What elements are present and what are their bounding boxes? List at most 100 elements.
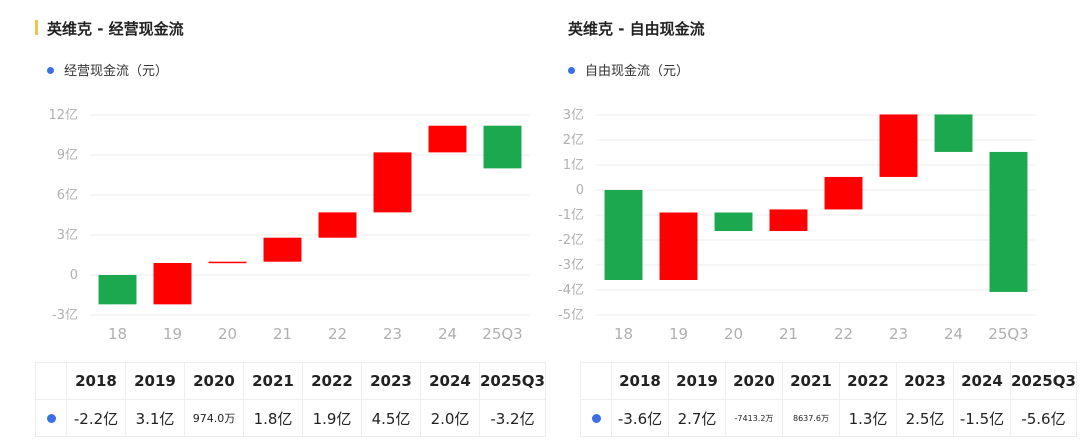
year-header: 2020 (725, 362, 783, 400)
chart-legend[interactable]: 自由现金流（元） (568, 60, 689, 79)
free-cashflow-table: 2018 2019 2020 2021 2022 2023 2024 2025Q… (580, 362, 1077, 437)
title-accent-bar (35, 20, 38, 35)
x-tick-label: 18 (614, 325, 633, 343)
table-header-row: 2018 2019 2020 2021 2022 2023 2024 2025Q… (580, 362, 1077, 400)
year-header: 2018 (66, 362, 126, 400)
waterfall-bar (153, 263, 192, 305)
waterfall-bar (373, 152, 412, 213)
operating-cashflow-panel: 英维克 - 经营现金流 经营现金流（元） -3亿 0 3亿 6亿 9亿 12亿 18 19 20… (35, 0, 555, 445)
y-tick-label: 3亿 (563, 108, 584, 123)
x-tick-label: 18 (108, 325, 127, 343)
y-tick-label: 9亿 (57, 148, 78, 163)
chart-legend[interactable]: 经营现金流（元） (47, 60, 168, 79)
value-cell: -3.6亿 (611, 399, 669, 437)
waterfall-bar (934, 114, 973, 152)
x-tick-label: 21 (779, 325, 798, 343)
x-tick-label: 20 (218, 325, 237, 343)
value-cell: 4.5亿 (361, 399, 421, 437)
year-header: 2020 (184, 362, 244, 400)
waterfall-bar (263, 237, 302, 262)
y-tick-label: 1亿 (563, 158, 584, 173)
chart-title: 英维克 - 自由现金流 (568, 20, 705, 38)
value-cell: -3.2亿 (479, 399, 546, 437)
table-corner-cell (580, 362, 612, 400)
value-cell: -2.2亿 (66, 399, 126, 437)
legend-dot-icon (568, 67, 575, 74)
y-tick-label: -1亿 (558, 208, 584, 223)
year-header: 2021 (243, 362, 303, 400)
free-cashflow-chart: -5亿 -4亿 -3亿 -2亿 -1亿 0 1亿 2亿 3亿 18 19 20 21 22 23 24 25Q3 (558, 108, 1036, 343)
year-header: 2022 (839, 362, 897, 400)
waterfall-bar (989, 151, 1028, 292)
series-dot-icon (591, 414, 601, 423)
value-cell: 1.3亿 (839, 399, 897, 437)
x-tick-label: 19 (163, 325, 182, 343)
y-tick-label: -3亿 (52, 308, 78, 323)
year-header: 2025Q3 (1010, 362, 1077, 400)
x-tick-label: 25Q3 (482, 325, 522, 343)
value-cell: 8637.6万 (782, 399, 840, 437)
legend-dot-icon (47, 67, 54, 74)
y-tick-label: 3亿 (57, 228, 78, 243)
value-cell: 2.7亿 (668, 399, 726, 437)
value-cell: 1.8亿 (243, 399, 303, 437)
year-header: 2019 (668, 362, 726, 400)
x-tick-label: 21 (273, 325, 292, 343)
year-header: 2023 (361, 362, 421, 400)
x-tick-label: 24 (438, 325, 457, 343)
table-corner-cell (35, 362, 67, 400)
x-tick-label: 22 (328, 325, 347, 343)
y-tick-label: 2亿 (563, 133, 584, 148)
operating-cashflow-chart: -3亿 0 3亿 6亿 9亿 12亿 18 19 20 21 22 23 24 25Q3 (48, 108, 530, 343)
y-tick-label: -5亿 (558, 308, 584, 323)
waterfall-bar (318, 212, 357, 238)
legend-label: 自由现金流（元） (585, 64, 690, 79)
x-tick-label: 19 (669, 325, 688, 343)
y-tick-label: 0 (576, 183, 584, 198)
waterfall-bar (659, 212, 698, 280)
y-tick-label: -2亿 (558, 233, 584, 248)
value-cell: 2.5亿 (896, 399, 954, 437)
row-series-marker (35, 399, 67, 437)
series-dot-icon (46, 414, 56, 423)
operating-cashflow-table: 2018 2019 2020 2021 2022 2023 2024 2025Q… (35, 362, 546, 437)
table-row: -3.6亿 2.7亿 -7413.2万 8637.6万 1.3亿 2.5亿 -1… (580, 399, 1077, 437)
waterfall-bar (824, 176, 863, 210)
waterfall-bar (98, 275, 137, 305)
x-tick-label: 25Q3 (988, 325, 1028, 343)
y-tick-label: 0 (70, 268, 78, 283)
table-header-row: 2018 2019 2020 2021 2022 2023 2024 2025Q… (35, 362, 546, 400)
x-tick-label: 24 (944, 325, 963, 343)
waterfall-bar (604, 190, 643, 280)
y-tick-label: -3亿 (558, 258, 584, 273)
free-cashflow-panel: 英维克 - 自由现金流 自由现金流（元） -5亿 -4亿 -3亿 -2亿 -1亿 0 1亿 2… (558, 0, 1080, 445)
y-tick-label: 6亿 (57, 188, 78, 203)
chart-title: 英维克 - 经营现金流 (47, 20, 184, 38)
value-cell: 3.1亿 (125, 399, 185, 437)
waterfall-bar (714, 212, 753, 232)
waterfall-bar (428, 125, 467, 153)
y-tick-label: -4亿 (558, 283, 584, 298)
x-tick-label: 23 (889, 325, 908, 343)
waterfall-bar (208, 261, 247, 264)
year-header: 2023 (896, 362, 954, 400)
value-cell: 2.0亿 (420, 399, 480, 437)
year-header: 2021 (782, 362, 840, 400)
value-cell: -5.6亿 (1010, 399, 1077, 437)
year-header: 2024 (953, 362, 1011, 400)
legend-label: 经营现金流（元） (64, 64, 169, 79)
value-cell: 1.9亿 (302, 399, 362, 437)
waterfall-bar (879, 114, 918, 177)
x-tick-label: 22 (834, 325, 853, 343)
year-header: 2025Q3 (479, 362, 546, 400)
x-tick-label: 23 (383, 325, 402, 343)
x-tick-label: 20 (724, 325, 743, 343)
value-cell: -7413.2万 (725, 399, 783, 437)
value-cell: -1.5亿 (953, 399, 1011, 437)
waterfall-bar (483, 125, 522, 169)
year-header: 2024 (420, 362, 480, 400)
year-header: 2022 (302, 362, 362, 400)
year-header: 2018 (611, 362, 669, 400)
value-cell: 974.0万 (184, 399, 244, 437)
row-series-marker (580, 399, 612, 437)
